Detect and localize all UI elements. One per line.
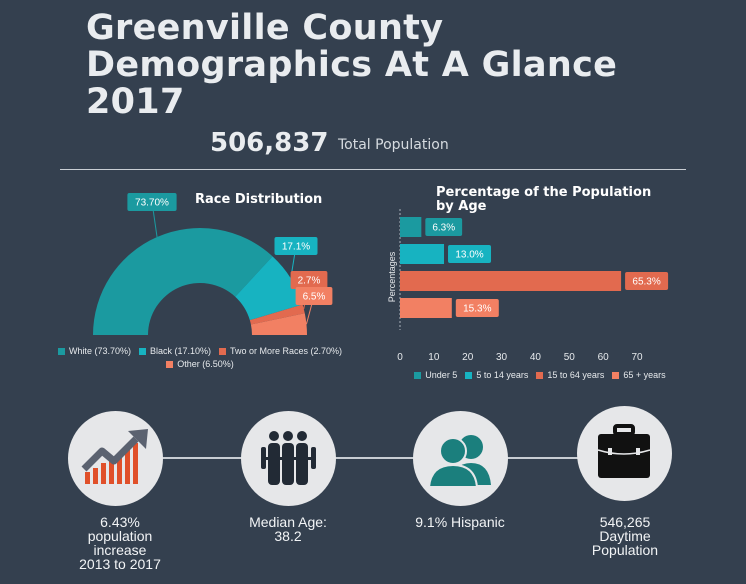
age-x-tick: 0: [397, 352, 403, 363]
race-legend-item: White (73.70%): [57, 346, 131, 356]
race-legend-item: Two or More Races (2.70%): [219, 346, 342, 356]
age-data-label-3: 15.3%: [455, 299, 499, 317]
legend-swatch: [414, 371, 422, 379]
svg-text:6.3%: 6.3%: [432, 223, 455, 234]
svg-text:13.0%: 13.0%: [455, 250, 483, 261]
race-slice-0: [92, 227, 273, 335]
age-legend-item: 5 to 14 years: [465, 370, 528, 380]
briefcase-icon: [597, 424, 651, 478]
race-legend-item: Black (17.10%): [138, 346, 211, 356]
title-line-2: Demographics At A Glance: [86, 45, 618, 85]
title-line-1: Greenville County: [86, 8, 444, 48]
stats-connector-line: [115, 457, 620, 459]
age-x-tick: 50: [564, 352, 576, 363]
stat-1-circle: [68, 411, 163, 506]
race-data-label-0: 73.70%: [127, 193, 177, 238]
stat-1-line-1: 6.43%: [100, 514, 140, 530]
stat-3-circle: [413, 411, 508, 506]
race-legend: White (73.70%) Black (17.10%) Two or More …: [50, 346, 350, 369]
age-legend-item: 15 to 64 years: [536, 370, 604, 380]
stat-median-age: Median Age: 38.2: [233, 515, 343, 543]
age-chart-title: Percentage of the Population by Age: [436, 185, 652, 214]
race-legend-item: Other (6.50%): [166, 359, 234, 369]
total-population-value: 506,837: [210, 128, 329, 158]
age-x-tick: 20: [462, 352, 474, 363]
legend-label: White (73.70%): [68, 346, 131, 356]
race-slice-2: [249, 304, 305, 325]
stat-population-increase: 6.43% population increase 2013 to 2017: [65, 515, 175, 571]
stat-4-line-1: 546,265: [599, 514, 651, 530]
stat-4-line-3: Population: [591, 542, 659, 558]
legend-swatch: [219, 347, 226, 355]
race-chart: 73.70% 17.1% 2.7% 6.5%: [92, 193, 333, 335]
stat-1-line-2: population: [87, 528, 153, 544]
growth-chart-icon: [81, 429, 148, 484]
age-x-tick: 60: [598, 352, 610, 363]
age-x-tick: 40: [530, 352, 542, 363]
age-legend-item: Under 5: [414, 370, 457, 380]
race-slice-1: [235, 256, 303, 321]
legend-swatch: [612, 371, 620, 379]
age-legend: Under 5 5 to 14 years 15 to 64 years 65 + y…: [400, 370, 680, 380]
age-y-axis-label: Percentages: [387, 251, 397, 302]
race-chart-title: Race Distribution: [195, 192, 323, 207]
page-title: Greenville County Demographics At A Glan…: [86, 10, 686, 121]
title-line-3: 2017: [86, 82, 185, 122]
svg-text:2.7%: 2.7%: [298, 276, 321, 287]
age-legend-item: 65 + years: [612, 370, 666, 380]
legend-label: Other (6.50%): [177, 359, 234, 369]
stat-4-line-2: Daytime: [599, 528, 651, 544]
legend-swatch: [536, 371, 544, 379]
legend-label: Two or More Races (2.70%): [230, 346, 343, 356]
stat-4-circle: [577, 406, 672, 501]
legend-swatch: [138, 347, 146, 355]
race-data-label-3: 6.5%: [295, 287, 333, 325]
age-bar-3: [400, 298, 452, 318]
legend-label: 65 + years: [623, 370, 666, 380]
total-population-label: Total Population: [338, 137, 449, 153]
legend-label: Black (17.10%): [149, 346, 211, 356]
age-bar-2: [400, 271, 622, 291]
svg-text:15.3%: 15.3%: [463, 304, 491, 315]
svg-text:6.5%: 6.5%: [303, 292, 326, 303]
svg-text:73.70%: 73.70%: [135, 198, 169, 209]
age-chart: Percentages 6.3% 13.0% 65.3% 15.3% 0 10 20 30 40 5…: [387, 209, 669, 363]
legend-label: 5 to 14 years: [476, 370, 529, 380]
stat-daytime-population: 546,265 Daytime Population: [570, 515, 680, 557]
stat-2-line-2: 38.2: [274, 528, 302, 544]
age-bar-1: [400, 244, 445, 264]
legend-swatch: [57, 347, 65, 355]
svg-text:17.1%: 17.1%: [282, 242, 310, 253]
age-x-tick: 30: [496, 352, 508, 363]
people-group-icon: [261, 431, 316, 485]
age-x-tick: 70: [631, 352, 643, 363]
svg-text:65.3%: 65.3%: [632, 277, 660, 288]
age-data-label-2: 65.3%: [625, 272, 669, 290]
legend-swatch: [166, 360, 174, 368]
age-data-label-0: 6.3%: [425, 218, 463, 236]
stat-hispanic: 9.1% Hispanic: [400, 515, 520, 529]
age-bar-0: [400, 217, 422, 237]
divider: [60, 169, 686, 170]
two-people-icon: [427, 435, 491, 488]
legend-label: 15 to 64 years: [547, 370, 605, 380]
stat-3-line-1: 9.1% Hispanic: [415, 514, 505, 530]
stat-2-circle: [241, 411, 336, 506]
stat-1-line-4: 2013 to 2017: [79, 556, 161, 572]
stat-2-line-1: Median Age:: [249, 514, 327, 530]
age-x-tick: 10: [428, 352, 440, 363]
stat-1-line-3: increase: [93, 542, 147, 558]
legend-swatch: [465, 371, 473, 379]
age-data-label-1: 13.0%: [448, 245, 492, 263]
legend-label: Under 5: [425, 370, 458, 380]
race-slice-3: [250, 313, 307, 335]
